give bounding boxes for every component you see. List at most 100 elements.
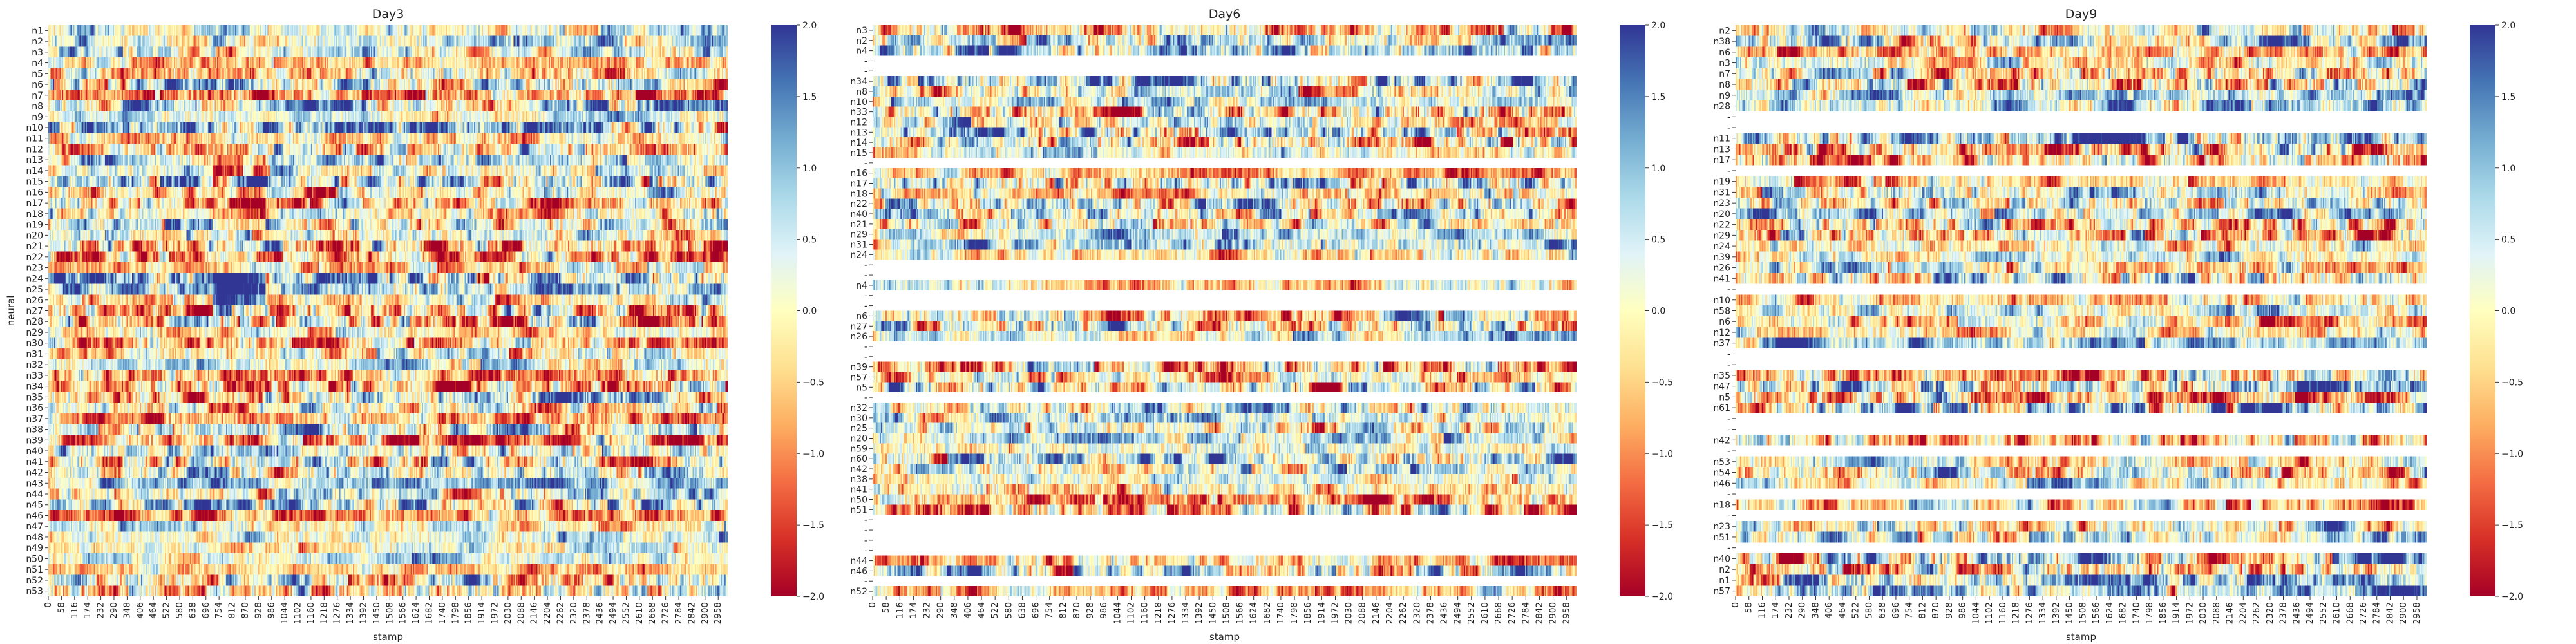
y-tick-label: - (1727, 123, 1730, 133)
y-tick-label: n57 (850, 372, 867, 383)
x-tick-label: 1566 (1235, 602, 1245, 624)
x-tick-label: 2552 (621, 602, 631, 624)
y-tick-label: n12 (850, 117, 867, 128)
colorbar-tick-label: 1.0 (2501, 164, 2515, 174)
x-tick-label: 2436 (595, 602, 605, 624)
y-tick-label: n18 (1713, 500, 1730, 511)
heatmap-cells (48, 25, 728, 596)
y-tick-label: n51 (850, 505, 867, 515)
x-tick-label: 1218 (1153, 602, 1164, 624)
x-tick-label: 2900 (700, 602, 710, 624)
x-tick-label: 2088 (2211, 602, 2222, 624)
y-tick-label: n44 (26, 489, 43, 500)
x-tick-label: 2204 (1385, 602, 1395, 624)
x-tick-label: 406 (963, 602, 973, 619)
y-tick-label: n59 (850, 444, 867, 454)
y-tick-label: n39 (26, 435, 43, 446)
y-tick-label: n3 (32, 48, 43, 58)
y-tick-label: n29 (850, 230, 867, 240)
colorbar-tick-label: −0.5 (2501, 377, 2523, 388)
y-tick-label: n36 (26, 403, 43, 413)
x-tick-label: 1218 (319, 602, 329, 624)
x-tick-label: 1160 (1998, 602, 2008, 624)
y-tick-label: - (1727, 425, 1730, 435)
y-tick-label: n13 (26, 155, 43, 166)
y-tick-label: n38 (850, 475, 867, 485)
y-tick-label: n53 (1713, 457, 1730, 468)
y-tick-label: n38 (26, 425, 43, 435)
y-tick-label: n34 (850, 77, 867, 87)
y-tick-label: n33 (850, 108, 867, 118)
x-tick-label: 1740 (437, 602, 448, 624)
y-tick-label: n1 (1719, 576, 1730, 586)
y-tick-label: n31 (850, 240, 867, 251)
y-tick-label: n52 (850, 587, 867, 597)
y-tick-label: n26 (26, 296, 43, 306)
x-tick-label: 2262 (1398, 602, 1408, 624)
x-tick-label: 1682 (424, 602, 435, 624)
x-tick-label: 986 (1958, 602, 1968, 619)
colorbar-tick-label: −0.5 (1651, 377, 1673, 388)
y-tick-label: n35 (1713, 371, 1730, 381)
x-tick-label: 2146 (2225, 602, 2235, 624)
y-tick-label: - (1727, 414, 1730, 424)
x-tick-label: 2030 (1344, 602, 1354, 624)
y-tick-label: - (864, 526, 867, 536)
colorbar-tick-label: 1.0 (802, 164, 817, 174)
x-tick-label: 2436 (1439, 602, 1450, 624)
y-tick-label: n7 (32, 91, 43, 101)
x-tick-label: 290 (1797, 602, 1808, 619)
y-tick-label: n46 (1713, 478, 1730, 489)
y-tick-label: n6 (1719, 48, 1730, 58)
x-tick-label: 1682 (2118, 602, 2128, 624)
y-tick-label: - (864, 56, 867, 66)
y-tick-label: n2 (1719, 565, 1730, 575)
y-tick-label: n22 (26, 252, 43, 263)
x-tick-label: 2610 (1480, 602, 1490, 624)
y-tick-label: n32 (850, 403, 867, 413)
y-tick-label: n12 (1713, 328, 1730, 338)
x-tick-label: 2958 (713, 602, 723, 624)
y-tick-label: n1 (32, 26, 43, 36)
panel-title: Day3 (372, 7, 404, 21)
x-tick-label: 1392 (1194, 602, 1204, 624)
colorbar-tick-label: −1.0 (802, 449, 824, 459)
x-tick-label: 2610 (2332, 602, 2342, 624)
x-tick-label: 2726 (1507, 602, 1517, 624)
x-tick-label: 1914 (2172, 602, 2182, 624)
heatmap-panel-day3: Day3 n1n2n3n4n5n6n7n8n9n10n11n12n13n14n15… (5, 7, 824, 643)
y-tick-label: n2 (32, 37, 43, 47)
colorbar-tick-label: 0.0 (1651, 307, 1665, 317)
x-tick-label: 870 (240, 602, 251, 619)
x-tick-label: 638 (187, 602, 198, 619)
y-tick-label: - (864, 270, 867, 281)
y-tick-label: n31 (26, 349, 43, 359)
colorbar-tick-label: 0.5 (2501, 235, 2515, 245)
y-tick-label: - (1727, 349, 1730, 359)
x-tick-label: 464 (1837, 602, 1848, 619)
y-tick-label: n8 (1719, 80, 1730, 90)
y-tick-label: - (864, 352, 867, 363)
y-tick-label: n35 (26, 392, 43, 402)
y-tick-label: n27 (26, 307, 43, 317)
y-tick-label: n11 (1713, 134, 1730, 144)
x-tick-label: 1276 (332, 602, 343, 624)
x-axis-label: stamp (373, 631, 403, 643)
y-tick-label: n8 (32, 102, 43, 112)
y-tick-label: - (864, 158, 867, 169)
y-tick-label: - (864, 66, 867, 77)
x-tick-label: 2204 (2238, 602, 2248, 624)
x-tick-label: 1624 (1249, 602, 1259, 624)
y-tick-label: n20 (850, 433, 867, 444)
y-tick-label: n3 (856, 26, 867, 36)
x-tick-label: 116 (895, 602, 905, 619)
y-tick-label: n14 (850, 138, 867, 148)
y-tick-label: n5 (1719, 392, 1730, 402)
x-tick-label: 290 (109, 602, 119, 619)
x-tick-label: 1044 (1971, 602, 1981, 624)
x-tick-label: 2436 (2291, 602, 2302, 624)
y-tick-label: n17 (26, 198, 43, 209)
x-tick-label: 2668 (647, 602, 658, 624)
x-tick-label: 1566 (398, 602, 408, 624)
x-tick-label: 2726 (661, 602, 671, 624)
